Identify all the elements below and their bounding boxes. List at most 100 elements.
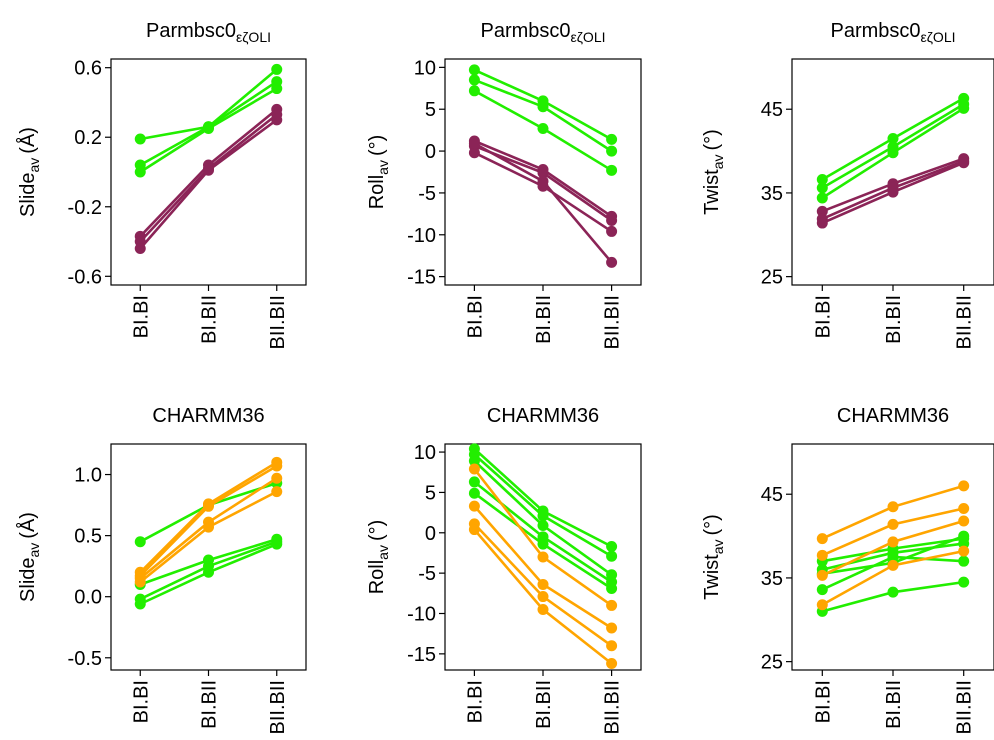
series-line-2	[473, 78, 613, 153]
data-point	[134, 242, 146, 254]
data-point	[958, 157, 970, 169]
data-point	[958, 545, 970, 557]
x-tick-label: BI.BII	[199, 680, 221, 729]
y-axis-label-unit: (Å)	[16, 512, 39, 539]
panel-title-main: CHARMM36	[152, 405, 264, 427]
data-point	[606, 550, 618, 562]
y-axis-label: Twistav (°)	[701, 129, 726, 215]
data-point	[271, 83, 283, 95]
data-point	[887, 551, 899, 563]
y-tick-label: 10	[414, 57, 436, 79]
y-tick-label: 0.6	[74, 58, 102, 80]
data-point	[537, 538, 549, 550]
data-point	[537, 578, 549, 590]
data-point	[887, 586, 899, 598]
y-tick-label: -0.2	[68, 197, 102, 219]
data-point	[958, 538, 970, 550]
data-point	[203, 500, 214, 512]
y-axis-label-unit: (°)	[366, 520, 388, 541]
x-tick-label: BI.BI	[464, 680, 486, 723]
x-tick-label: BII.BII	[954, 295, 976, 349]
x-tick-label: BI.BII	[533, 680, 555, 729]
data-point	[958, 480, 970, 492]
data-point	[203, 164, 214, 176]
data-point	[468, 138, 480, 150]
y-axis-label-main: Roll	[366, 560, 388, 594]
data-point	[271, 114, 283, 126]
data-point	[203, 521, 214, 533]
x-tick-label: BII.BII	[602, 295, 624, 349]
data-point	[468, 463, 480, 475]
data-point	[468, 500, 480, 512]
y-tick-label: 5	[425, 99, 436, 121]
x-tick-label: BII.BII	[954, 680, 976, 734]
y-axis-label-main: Slide	[17, 557, 39, 601]
data-point	[134, 133, 146, 145]
data-point	[887, 147, 899, 159]
x-tick-label: BI.BII	[533, 295, 555, 344]
y-axis-label-subscript: av	[26, 158, 42, 173]
data-point	[537, 101, 549, 113]
x-tick-label: BI.BII	[883, 680, 905, 729]
data-point	[537, 167, 549, 179]
data-point	[816, 205, 828, 217]
data-point	[887, 518, 899, 530]
series-line-6	[139, 118, 278, 250]
panel-title: CHARMM36	[837, 405, 949, 427]
x-tick-label: BI.BII	[883, 295, 905, 344]
data-point	[134, 598, 146, 610]
y-axis-label-subscript: av	[375, 160, 391, 175]
y-axis-label: Slideav (Å)	[16, 127, 42, 217]
x-tick-label: BI.BII	[199, 295, 221, 344]
y-tick-label: 1.0	[74, 465, 102, 487]
data-point	[134, 536, 146, 548]
data-point	[537, 175, 549, 187]
y-axis-label-main: Slide	[17, 172, 39, 216]
y-axis-label: Slideav (Å)	[16, 512, 42, 602]
data-point	[271, 486, 283, 498]
data-point	[816, 533, 828, 545]
data-point	[468, 85, 480, 97]
panel-title: Parmbsc0εζOLI	[830, 20, 955, 45]
data-point	[887, 501, 899, 513]
panel-title: CHARMM36	[152, 405, 264, 427]
data-point	[203, 566, 214, 578]
y-axis-label: Rollav (°)	[366, 520, 391, 595]
y-axis-label-subscript: av	[375, 545, 391, 560]
data-point	[468, 64, 480, 76]
data-point	[887, 536, 899, 548]
y-axis-label-main: Roll	[366, 175, 388, 209]
y-tick-label: 0	[425, 523, 436, 545]
data-point	[606, 622, 618, 634]
chart-panel-5: CHARMM36 -15 -10 -5 0 5 10 BI.BI BI.BII BII.BII Ro…	[366, 405, 642, 734]
chart-panel-2: Parmbsc0εζOLI -15 -10 -5 0 5 10 BI.BI BI.BII BII.…	[366, 20, 642, 349]
data-point	[606, 164, 618, 176]
y-axis-label-unit: (°)	[366, 135, 388, 156]
data-point	[271, 472, 283, 484]
data-point	[468, 476, 480, 488]
x-tick-label: BI.BI	[130, 680, 152, 723]
y-axis-label-main: Twist	[701, 169, 723, 215]
y-tick-label: 0.5	[74, 526, 102, 548]
data-point	[468, 524, 480, 536]
y-axis-label-unit: (°)	[701, 514, 723, 535]
y-tick-label: 0	[425, 141, 436, 163]
y-axis-label-unit: (Å)	[16, 127, 39, 154]
y-axis-label: Twistav (°)	[701, 514, 726, 600]
data-point	[606, 215, 618, 227]
y-tick-label: 5	[425, 482, 436, 504]
y-tick-label: -15	[407, 267, 436, 289]
data-point	[606, 133, 618, 145]
data-point	[606, 640, 618, 652]
panel-title-subscript: εζOLI	[571, 29, 606, 45]
chart-panel-1: Parmbsc0εζOLI -0.6 -0.2 0.2 0.6 BI.BI BI.BII BI…	[16, 20, 307, 349]
data-point	[887, 559, 899, 571]
data-point	[887, 186, 899, 198]
y-tick-label: -0.6	[68, 266, 102, 288]
y-axis-label-subscript: av	[710, 539, 726, 554]
panel-title-main: Parmbsc0	[480, 20, 570, 42]
data-point	[958, 576, 970, 588]
panel-title-subscript: εζOLI	[236, 29, 271, 45]
data-point	[816, 584, 828, 596]
data-point	[816, 192, 828, 204]
